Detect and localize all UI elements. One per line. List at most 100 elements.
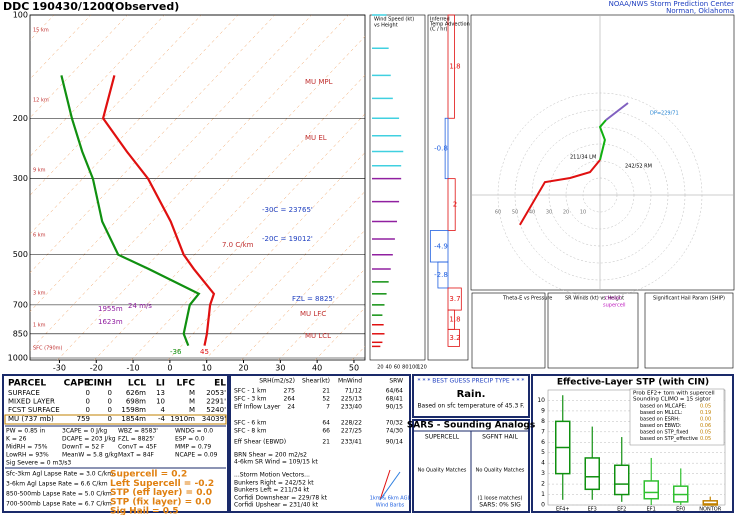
stp-frame [531,374,734,513]
skewt-annotation: 45 [200,348,209,356]
parcel-header: CAPE [64,379,90,389]
shear-cell: 74/30 [386,428,403,435]
stp-based: based on MLCAPE: [640,404,687,410]
stp-category: EF3 [588,507,597,513]
parcel-cell: 2053' [206,389,226,397]
parcel-cell: 0 [86,398,90,406]
stp-based: based on MLLCL: [640,410,683,416]
stp-tick-label: 2 [541,481,545,488]
ring-label: 40 [529,210,535,216]
ring-label: 10 [580,210,586,216]
parcel-cell: 4 [161,406,166,414]
temp-tick-label: 10 [202,364,212,373]
sars-match: No Quality Matches [418,468,467,474]
wind-panel-frame [369,14,426,361]
advection-label: -2.8 [434,271,448,279]
parcel-cell: 0 [108,406,112,414]
index-text: MaxT = 84F [118,452,155,459]
stp-based-value: 0.05 [700,436,711,442]
lapse-text: 3-6km Agl Lapse Rate = 6.6 C/km [6,481,108,488]
index-text: DCAPE = 203 J/kg [62,436,116,443]
shear-extra: Bunkers Right = 242/52 kt [234,480,314,487]
isotherm [94,74,365,360]
shear-cell: 233/40 [341,404,362,411]
wind-tick-label: 80 [402,365,408,371]
stp-based-value: 0.00 [700,417,711,423]
stp-tick-label: 3 [541,470,545,477]
parcel-cell: SURFACE [8,389,40,397]
panel-title: vs Height [374,23,398,29]
sars-title: SARS - Sounding Analogs [407,421,535,431]
index-text: FZL = 8825' [118,436,155,443]
pressure-tick-label: 200 [13,114,28,123]
isotherm [130,113,365,360]
parcel-cell: M [189,398,195,406]
barb-legend [379,471,401,501]
parcel-cell: 0 [86,389,90,397]
shear-frame [229,374,411,513]
shear-cell: 24 [287,404,295,411]
stp-category: EF0 [676,507,685,513]
shear-cell: 64/64 [386,388,403,395]
shear-cell: 90/14 [386,439,403,446]
precip-frame [412,374,530,418]
advection-bar [447,14,455,119]
index-text: ESP = 0.0 [175,436,205,443]
srwind-frame [547,292,639,369]
shear-cell: 68/41 [386,396,403,403]
sars-sig: SARS: 0% SIG [479,502,521,509]
shear-extra: Corfidi Upshear = 231/40 kt [234,502,319,509]
isotherm [30,15,349,351]
shear-cell: 70/32 [386,420,403,427]
time: 190430/1200 [32,0,113,13]
advection-bar [447,328,460,347]
lapse-text: 700-500mb Lapse Rate = 6.7 C/km [6,501,112,508]
stp-tick-label: 1 [541,491,545,498]
index-text: DownT = 52 F [62,444,105,451]
shear-cell: 52 [322,396,330,403]
precip-note: Based on sfc temperature of 45.3 F. [417,403,524,410]
skewt-annotation: FZL = 8825' [292,295,335,303]
parcel-frame [2,374,229,513]
hodo-label: 242/52 RM [625,164,652,170]
pressure-tick-label: 850 [13,329,28,338]
shear-cell: 71/12 [345,388,362,395]
shear-extra: 4-6km SR Wind = 109/15 kt [234,459,318,466]
panel-title: Significant Hail Param (SHIP) [653,296,725,302]
parcel-header: LFC [177,379,196,389]
shear-label: SFC - 1 km [234,388,267,395]
shear-label: SFC - 6 km [234,420,267,427]
stp-based-value: 0.06 [700,423,711,429]
station: DDC [3,0,29,13]
parcel-cell: 2291' [206,398,226,406]
advection-label: 2 [453,201,457,209]
parcel-cell: 0 [108,398,112,406]
shear-cell: 227/25 [341,428,362,435]
height-label: 12 km [33,98,49,104]
wind-tick-label: 120 [417,365,427,371]
shear-header: Shear(kt) [302,378,330,385]
isotherm [30,15,276,274]
parcel-cell: M [189,389,195,397]
pressure-tick-label: 100 [13,11,28,20]
shear-label: SFC - 8 km [234,428,267,435]
parcel-cell: 5240' [206,406,226,414]
pressure-tick-label: 300 [13,174,28,183]
advection-label: 1.8 [449,63,460,71]
isotherm [30,15,202,196]
panel-title: Temp Advection [429,22,470,28]
skewt-annotation: 24 m/s [128,302,152,310]
panel-title: (C / hr) [430,27,448,33]
temp-tick-label: -10 [127,364,140,373]
stp-tick-label: 5 [541,449,545,456]
parcel-cell: -4 [158,415,166,423]
shear-header: SRH(m2/s2) [259,378,295,385]
hodo-ring [514,109,686,281]
shear-extra: ...Storm Motion Vectors... [234,472,310,479]
parcel-header: LI [156,379,165,389]
stp-based-value: 0.05 [700,430,711,436]
shear-cell: 66 [322,428,330,435]
temp-tick-label: 30 [275,364,285,373]
shear-cell: 264 [284,396,296,403]
temperature-line [101,75,216,346]
